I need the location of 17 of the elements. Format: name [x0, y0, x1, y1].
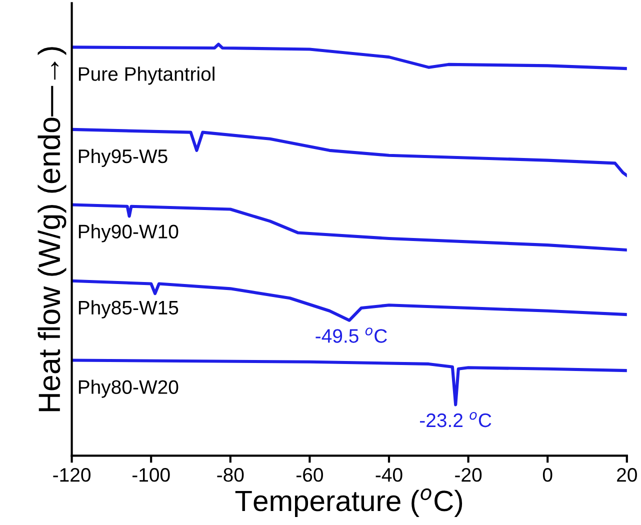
series-label: Phy95-W5: [78, 148, 168, 168]
series-label: Phy90-W10: [78, 224, 178, 242]
y-axis-title: Heat flow (W/g) (endo—→): [38, 47, 66, 412]
series-label: Phy80-W20: [78, 380, 178, 398]
x-tick-label: 20: [617, 468, 637, 482]
series-label: Phy85-W15: [78, 300, 178, 318]
x-tick-label: -20: [455, 468, 482, 482]
x-tick-label: 0: [542, 468, 552, 482]
x-tick-label: -120: [53, 468, 90, 482]
series-label: Pure Phytantriol: [78, 66, 214, 85]
x-axis-title: Temperature ($^{o}$C): [235, 488, 462, 518]
annotation: -23.2 $^{o}$C: [420, 412, 492, 428]
annotation: -49.5 $^{o}$C: [316, 328, 387, 343]
x-tick-label: -100: [132, 468, 170, 482]
x-tick-label: -80: [217, 468, 244, 482]
x-tick-label: -60: [296, 468, 323, 482]
x-tick-label: -40: [376, 468, 402, 482]
